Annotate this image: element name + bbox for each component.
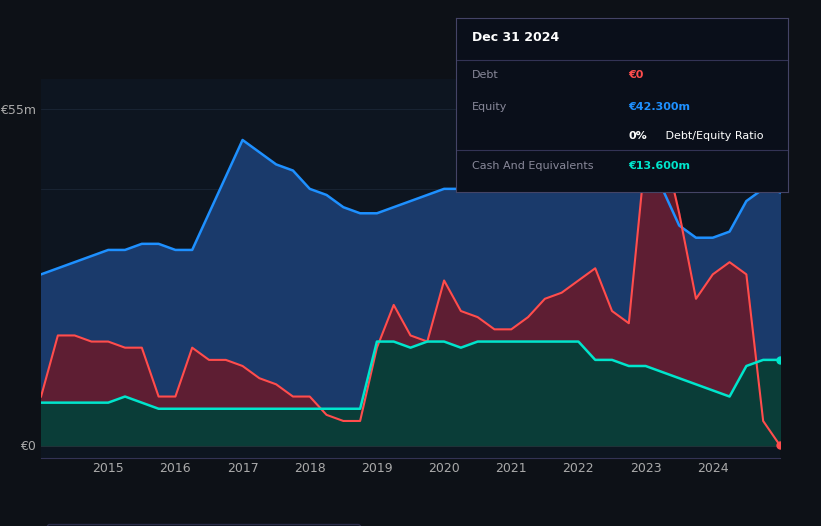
Legend: Debt, Equity, Cash And Equivalents: Debt, Equity, Cash And Equivalents [47,524,360,526]
Text: Cash And Equivalents: Cash And Equivalents [472,161,594,171]
Text: €42.300m: €42.300m [629,102,690,112]
Text: €13.600m: €13.600m [629,161,690,171]
Text: Debt: Debt [472,70,499,80]
Text: €0: €0 [629,70,644,80]
Text: 0%: 0% [629,132,647,141]
Text: Debt/Equity Ratio: Debt/Equity Ratio [662,132,764,141]
Text: Dec 31 2024: Dec 31 2024 [472,31,560,44]
Text: Equity: Equity [472,102,507,112]
